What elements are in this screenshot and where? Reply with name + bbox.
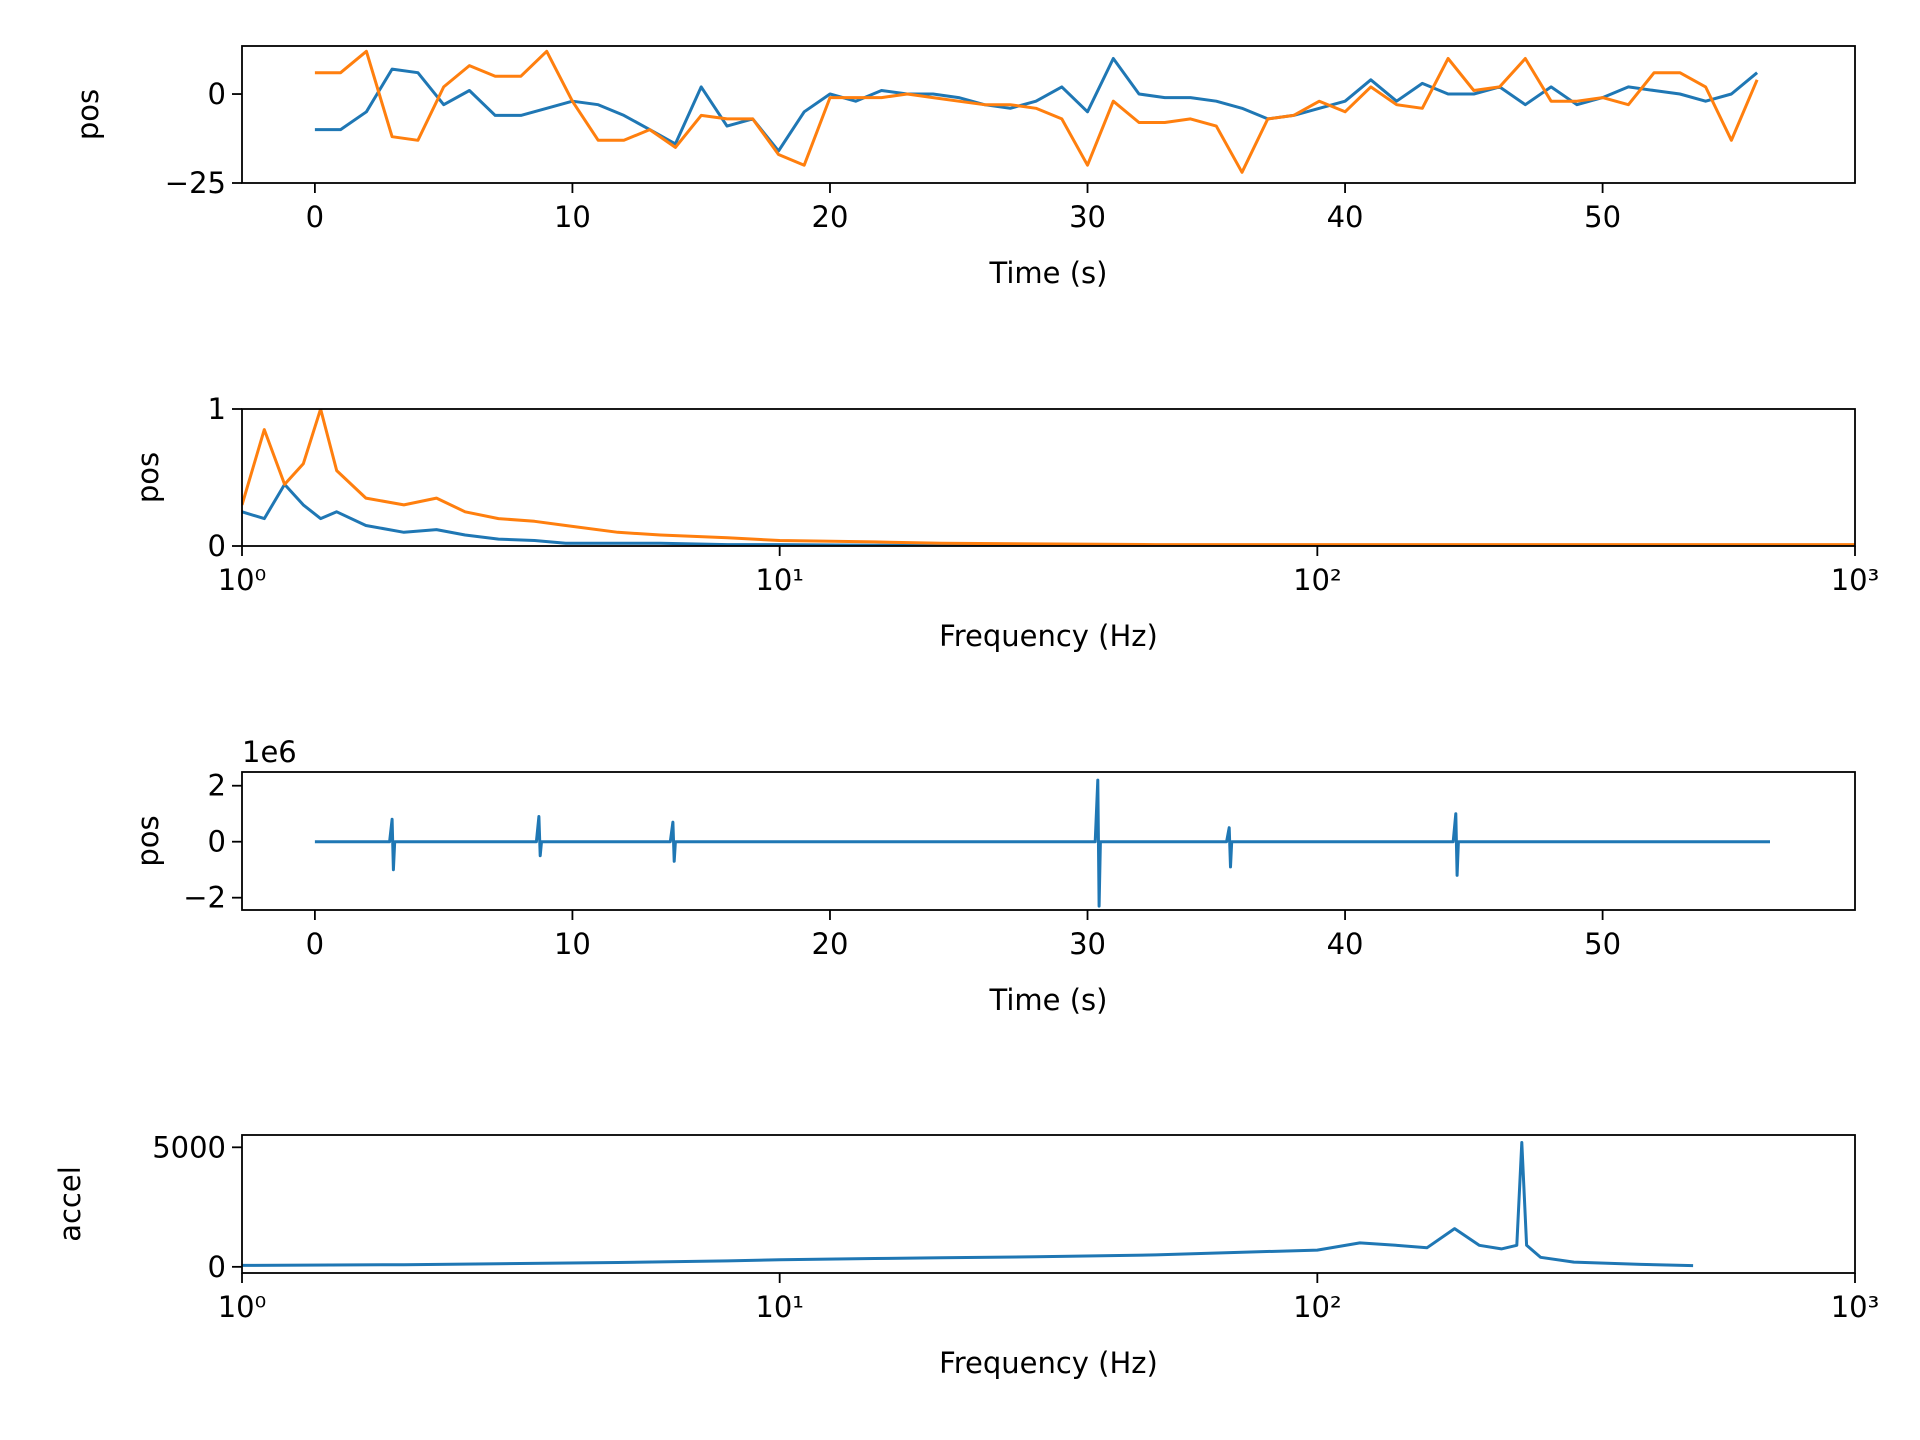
data-line xyxy=(314,778,1770,908)
y-axis-label: pos xyxy=(71,89,105,140)
x-axis-label: Frequency (Hz) xyxy=(939,1346,1158,1380)
x-tick-label: 10¹ xyxy=(755,563,804,597)
x-tick-label: 0 xyxy=(306,927,324,961)
y-axis-label: pos xyxy=(131,452,165,503)
x-tick-label: 10¹ xyxy=(755,1290,804,1324)
x-tick-label: 10⁰ xyxy=(218,563,267,597)
x-tick-label: 20 xyxy=(812,927,849,961)
data-line xyxy=(242,1141,1694,1268)
x-tick-label: 10³ xyxy=(1831,1290,1880,1324)
x-axis-label: Frequency (Hz) xyxy=(939,619,1158,653)
y-tick-label: 0 xyxy=(208,1250,226,1284)
y-tick-label: −25 xyxy=(165,166,226,200)
x-tick-label: 10² xyxy=(1293,563,1342,597)
axes-frame xyxy=(241,1134,1856,1274)
x-axis-label: Time (s) xyxy=(989,256,1108,290)
y-tick-label: 0 xyxy=(208,77,226,111)
x-tick-label: 30 xyxy=(1069,200,1106,234)
x-axis-label: Time (s) xyxy=(989,983,1108,1017)
x-tick-label: 40 xyxy=(1327,200,1364,234)
x-tick-label: 20 xyxy=(812,200,849,234)
y-tick-label: 0 xyxy=(208,529,226,563)
x-tick-label: 40 xyxy=(1327,927,1364,961)
offset-label: 1e6 xyxy=(242,735,297,769)
x-tick-label: 50 xyxy=(1584,927,1621,961)
y-tick-label: 0 xyxy=(208,825,226,859)
y-axis-label: pos xyxy=(131,815,165,866)
x-tick-label: 10 xyxy=(554,927,591,961)
data-line xyxy=(314,57,1759,153)
y-tick-label: −2 xyxy=(183,881,226,915)
x-tick-label: 10² xyxy=(1293,1290,1342,1324)
x-tick-label: 50 xyxy=(1584,200,1621,234)
data-line xyxy=(242,409,1855,546)
y-tick-label: 1 xyxy=(208,392,226,426)
x-tick-label: 30 xyxy=(1069,927,1106,961)
y-axis-label: accel xyxy=(53,1166,87,1242)
x-tick-label: 10 xyxy=(554,200,591,234)
data-line xyxy=(314,49,1759,174)
axes-frame xyxy=(241,408,1856,547)
x-tick-label: 10⁰ xyxy=(218,1290,267,1324)
x-tick-label: 0 xyxy=(306,200,324,234)
y-tick-label: 5000 xyxy=(152,1130,226,1164)
y-tick-label: 2 xyxy=(208,769,226,803)
axes-frame xyxy=(241,45,1856,184)
x-tick-label: 10³ xyxy=(1831,563,1880,597)
